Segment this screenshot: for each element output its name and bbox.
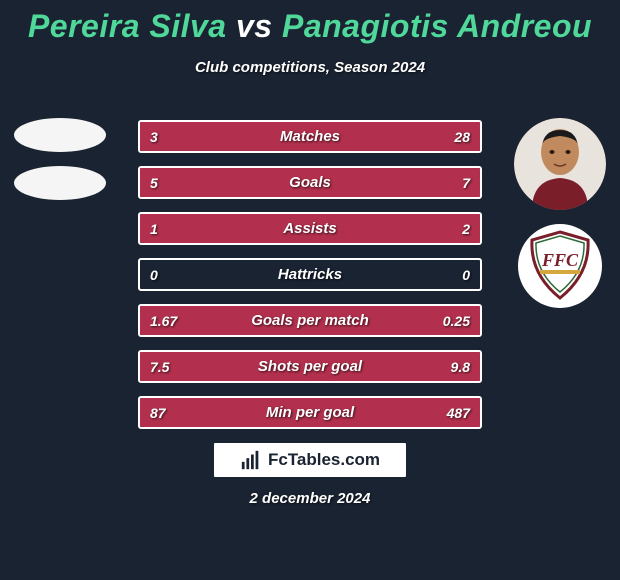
date-text: 2 december 2024 bbox=[250, 490, 371, 507]
right-avatar-column: FFC bbox=[510, 118, 610, 308]
person-icon bbox=[514, 118, 606, 210]
stat-label: Shots per goal bbox=[258, 358, 362, 375]
stat-value-left: 1.67 bbox=[150, 313, 177, 329]
stat-label: Hattricks bbox=[278, 266, 342, 283]
stat-label: Assists bbox=[283, 220, 336, 237]
stat-value-left: 1 bbox=[150, 221, 158, 237]
stat-value-right: 28 bbox=[454, 129, 470, 145]
stat-row: 7.5 Shots per goal 9.8 bbox=[138, 350, 482, 383]
stat-row: 0 Hattricks 0 bbox=[138, 258, 482, 291]
player1-name: Pereira Silva bbox=[28, 8, 227, 44]
stat-row: 87 Min per goal 487 bbox=[138, 396, 482, 429]
brand-text: FcTables.com bbox=[268, 450, 380, 470]
header: Pereira Silva vs Panagiotis Andreou Club… bbox=[0, 0, 620, 76]
stat-row: 1 Assists 2 bbox=[138, 212, 482, 245]
stat-row: 5 Goals 7 bbox=[138, 166, 482, 199]
stat-value-right: 7 bbox=[462, 175, 470, 191]
chart-icon bbox=[240, 449, 262, 471]
stat-fill-left bbox=[140, 168, 283, 197]
stat-value-left: 0 bbox=[150, 267, 158, 283]
brand-box[interactable]: FcTables.com bbox=[213, 442, 407, 478]
footer: FcTables.com 2 december 2024 bbox=[0, 442, 620, 507]
svg-text:FFC: FFC bbox=[541, 250, 579, 270]
vs-text: vs bbox=[236, 8, 273, 44]
stat-row: 3 Matches 28 bbox=[138, 120, 482, 153]
stat-value-right: 487 bbox=[447, 405, 470, 421]
stat-value-right: 0 bbox=[462, 267, 470, 283]
stat-value-right: 9.8 bbox=[451, 359, 470, 375]
club-shield-icon: FFC bbox=[526, 230, 594, 302]
player2-avatar bbox=[514, 118, 606, 210]
stat-value-right: 2 bbox=[462, 221, 470, 237]
stat-value-left: 87 bbox=[150, 405, 166, 421]
left-avatar-column bbox=[10, 118, 110, 200]
stat-value-left: 3 bbox=[150, 129, 158, 145]
player1-avatar-placeholder bbox=[14, 118, 106, 152]
stat-label: Goals per match bbox=[251, 312, 369, 329]
player2-club-badge: FFC bbox=[518, 224, 602, 308]
stats-container: 3 Matches 28 5 Goals 7 1 Assists 2 0 Hattricks 0 1.6… bbox=[138, 120, 482, 429]
subtitle: Club competitions, Season 2024 bbox=[0, 59, 620, 76]
stat-value-left: 7.5 bbox=[150, 359, 169, 375]
comparison-title: Pereira Silva vs Panagiotis Andreou bbox=[0, 8, 620, 45]
stat-label: Min per goal bbox=[266, 404, 354, 421]
player2-name: Panagiotis Andreou bbox=[282, 8, 592, 44]
player1-club-placeholder bbox=[14, 166, 106, 200]
stat-value-right: 0.25 bbox=[443, 313, 470, 329]
stat-label: Goals bbox=[289, 174, 331, 191]
stat-label: Matches bbox=[280, 128, 340, 145]
stat-value-left: 5 bbox=[150, 175, 158, 191]
stat-row: 1.67 Goals per match 0.25 bbox=[138, 304, 482, 337]
